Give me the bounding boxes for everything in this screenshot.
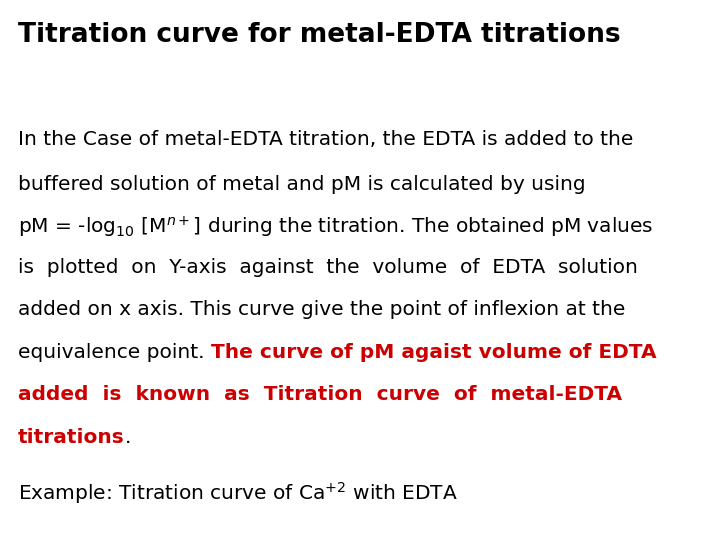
Text: Example: Titration curve of Ca$^{+2}$ with EDTA: Example: Titration curve of Ca$^{+2}$ wi… (18, 480, 458, 506)
Text: .: . (125, 428, 131, 447)
Text: titrations: titrations (18, 428, 125, 447)
Text: added  is  known  as  Titration  curve  of  metal-EDTA: added is known as Titration curve of met… (18, 385, 622, 404)
Text: pM = -log$_{10}$ [M$^{n+}$] during the titration. The obtained pM values: pM = -log$_{10}$ [M$^{n+}$] during the t… (18, 215, 653, 240)
Text: is  plotted  on  Y-axis  against  the  volume  of  EDTA  solution: is plotted on Y-axis against the volume … (18, 258, 638, 277)
Text: added on x axis. This curve give the point of inflexion at the: added on x axis. This curve give the poi… (18, 300, 626, 319)
Text: In the Case of metal-EDTA titration, the EDTA is added to the: In the Case of metal-EDTA titration, the… (18, 130, 634, 149)
Text: buffered solution of metal and pM is calculated by using: buffered solution of metal and pM is cal… (18, 175, 585, 194)
Text: The curve of pM agaist volume of EDTA: The curve of pM agaist volume of EDTA (211, 343, 657, 362)
Text: Titration curve for metal-EDTA titrations: Titration curve for metal-EDTA titration… (18, 22, 621, 48)
Text: equivalence point.: equivalence point. (18, 343, 211, 362)
